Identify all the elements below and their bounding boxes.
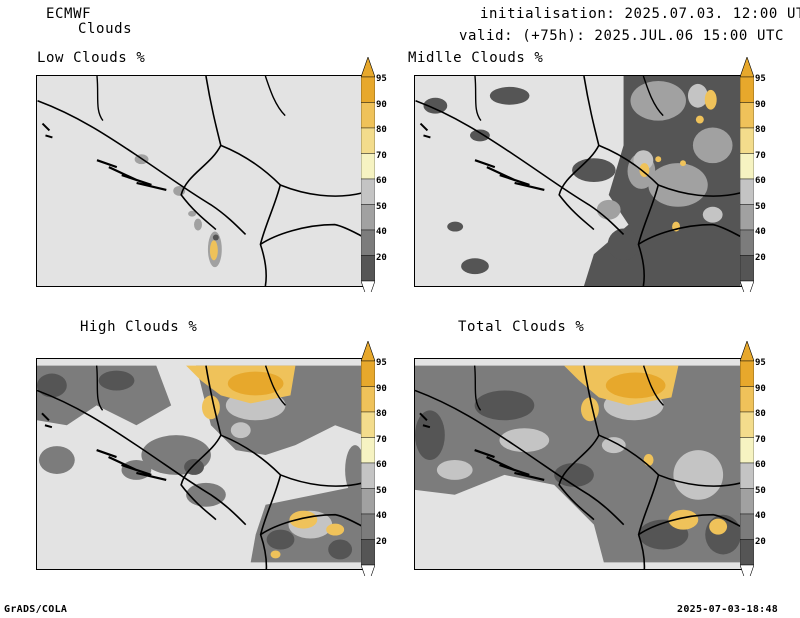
colorbar-total: 95 90 80 70 60 50 40 20 [740,341,782,576]
colorbar-band [361,102,375,129]
total-clouds-map [414,358,742,570]
colorbar-tick-label: 40 [755,511,766,521]
colorbar-tick-label: 60 [376,176,387,186]
colorbar-tick-label: 70 [755,150,766,161]
panel-title-high: High Clouds % [80,319,198,335]
colorbar-band [361,539,375,566]
colorbar-band [361,204,375,231]
colorbar-tick-label: 50 [755,485,766,496]
colorbar-band [361,229,375,256]
render-timestamp: 2025-07-03-18:48 [677,604,779,615]
middle-clouds-field [415,76,741,286]
colorbar-band [361,153,375,180]
colorbar-tick-label: 20 [755,252,766,263]
valid-time: valid: (+75h): 2025.JUL.06 15:00 UTC [459,28,785,44]
low-clouds-map [36,75,364,287]
colorbar-mid: 95 90 80 70 60 50 40 20 [740,57,782,292]
colorbar-tick-label: 95 [755,74,766,84]
colorbar-tick-label: 60 [376,460,387,470]
colorbar-band [361,488,375,515]
colorbar-tick-label: 50 [376,485,387,496]
high-clouds-map [36,358,364,570]
colorbar-band [361,178,375,205]
colorbar-max-arrow [740,57,754,78]
colorbar-band [361,76,375,103]
colorbar-band [361,513,375,540]
colorbar-band [740,411,754,438]
colorbar-band [740,513,754,540]
colorbar-tick-label: 40 [755,227,766,237]
colorbar-tick-label: 80 [376,409,387,419]
panel-title-total: Total Clouds % [458,319,585,335]
colorbar-band [740,153,754,180]
colorbar-tick-label: 70 [755,434,766,445]
colorbar-tick-label: 20 [376,536,387,547]
low-clouds-field [37,76,363,286]
colorbar-min-arrow [740,280,754,292]
colorbar-tick-label: 95 [376,358,387,368]
colorbar-band [361,360,375,387]
colorbar-band [740,437,754,464]
colorbar-band [361,437,375,464]
colorbar-band [740,204,754,231]
colorbar-tick-label: 40 [376,227,387,237]
colorbar-band [740,255,754,282]
colorbar-band [740,76,754,103]
middle-clouds-map [414,75,742,287]
colorbar-tick-label: 60 [755,176,766,186]
colorbar-tick-label: 20 [376,252,387,263]
colorbar-band [361,255,375,282]
colorbar-band [740,102,754,129]
colorbar-band [740,360,754,387]
colorbar-tick-label: 80 [755,125,766,135]
total-clouds-field [415,365,741,569]
colorbar-band [740,386,754,413]
colorbar-min-arrow [361,564,375,576]
colorbar-max-arrow [361,57,375,78]
colorbar-tick-label: 90 [376,383,387,394]
colorbar-high: 95 90 80 70 60 50 40 20 [361,341,403,576]
colorbar-band [361,462,375,489]
init-time: initialisation: 2025.07.03. 12:00 UTC [480,6,800,22]
colorbar-tick-label: 60 [755,460,766,470]
colorbar-tick-label: 95 [376,74,387,84]
colorbar-band [740,127,754,154]
colorbar-min-arrow [361,280,375,292]
colorbar-band [740,178,754,205]
colorbar-band [740,229,754,256]
panel-title-low: Low Clouds % [37,50,146,66]
colorbar-tick-label: 50 [376,201,387,212]
model-name: ECMWF [46,6,92,22]
colorbar-band [361,411,375,438]
colorbar-band [361,127,375,154]
colorbar-low: 95 90 80 70 60 50 40 20 [361,57,403,292]
colorbar-tick-label: 80 [376,125,387,135]
colorbar-tick-label: 70 [376,150,387,161]
colorbar-tick-label: 70 [376,434,387,445]
colorbar-band [740,539,754,566]
colorbar-tick-label: 40 [376,511,387,521]
colorbar-max-arrow [361,341,375,362]
colorbar-tick-label: 90 [755,383,766,394]
high-clouds-field [37,365,363,569]
software-credit: GrADS/COLA [4,604,68,615]
colorbar-tick-label: 90 [755,99,766,110]
colorbar-tick-label: 20 [755,536,766,547]
colorbar-tick-label: 50 [755,201,766,212]
colorbar-tick-label: 95 [755,358,766,368]
colorbar-tick-label: 90 [376,99,387,110]
colorbar-band [740,462,754,489]
colorbar-band [361,386,375,413]
colorbar-band [740,488,754,515]
panel-title-mid: Midlle Clouds % [408,50,544,66]
colorbar-max-arrow [740,341,754,362]
colorbar-min-arrow [740,564,754,576]
product-name: Clouds [78,21,133,37]
colorbar-tick-label: 80 [755,409,766,419]
